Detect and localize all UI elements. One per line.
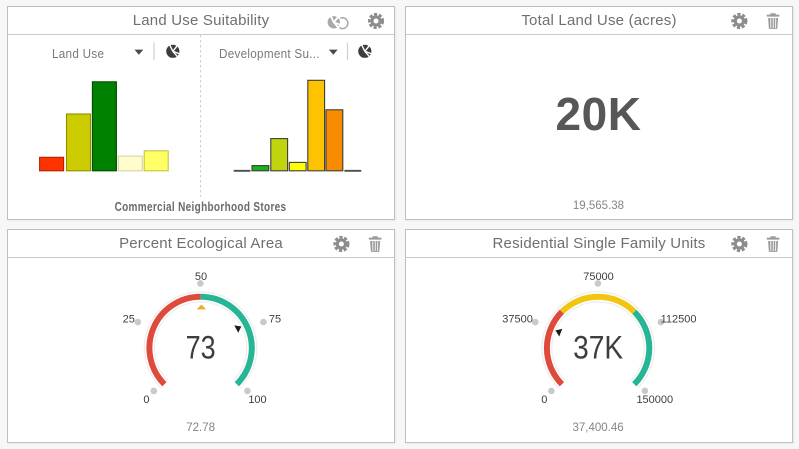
- svg-text:150000: 150000: [636, 394, 673, 406]
- svg-text:37,400.46: 37,400.46: [573, 422, 624, 434]
- svg-text:112500: 112500: [661, 314, 697, 326]
- svg-text:0: 0: [143, 394, 149, 406]
- svg-text:50: 50: [195, 271, 207, 283]
- svg-text:100: 100: [248, 394, 266, 406]
- svg-text:37500: 37500: [502, 314, 533, 326]
- svg-text:75000: 75000: [583, 271, 614, 283]
- svg-text:72.78: 72.78: [186, 422, 215, 434]
- svg-text:37K: 37K: [573, 329, 623, 365]
- svg-text:75: 75: [269, 314, 281, 326]
- svg-text:25: 25: [123, 314, 135, 326]
- svg-text:73: 73: [186, 329, 216, 365]
- svg-text:0: 0: [541, 394, 547, 406]
